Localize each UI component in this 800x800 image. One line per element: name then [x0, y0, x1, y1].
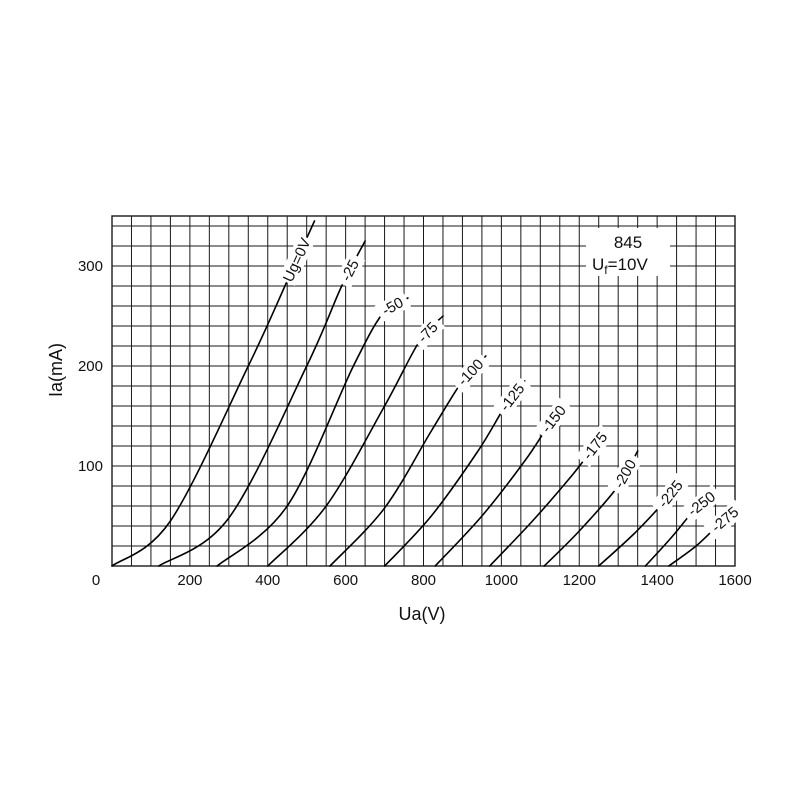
- curve-label-background: [607, 451, 643, 496]
- curve-label-background: [374, 290, 411, 322]
- curve-label-group: -125: [492, 375, 532, 419]
- curve-label: Ug=0V: [280, 236, 315, 285]
- x-tick-label: 1400: [640, 572, 673, 589]
- filament-subscript: f: [604, 263, 608, 277]
- y-tick-label: 200: [78, 358, 103, 375]
- y-tick-label: 100: [78, 458, 103, 475]
- curve-label-background: [534, 397, 574, 441]
- x-tick-label: 1200: [563, 572, 596, 589]
- curve-label-group: -75: [410, 314, 446, 351]
- x-tick-label: 0: [92, 572, 100, 589]
- curve-labels: Ug=0V -25-50-75-100-125-150-175-200-225-2…: [278, 233, 747, 540]
- x-tick-label: 200: [177, 572, 202, 589]
- curve-label-background: [575, 424, 615, 468]
- y-tick-label: 300: [78, 258, 103, 275]
- curve-label-background: [410, 314, 446, 351]
- x-tick-label: 1000: [485, 572, 518, 589]
- curve-label-group: Ug=0V: [278, 233, 316, 287]
- curve-label-background: [334, 252, 366, 289]
- x-tick-label: 600: [333, 572, 358, 589]
- plot-frame: [111, 215, 736, 567]
- filament-voltage-label: Uf=10V: [592, 255, 648, 277]
- curve-label-background: [450, 351, 491, 394]
- tube-type-label: 845: [614, 233, 642, 252]
- curve-label-background: [703, 499, 747, 540]
- x-tick-labels: 0 200 400 600 800 1000 1200 1400 1600: [92, 572, 752, 589]
- tube-info-box: 845 Uf=10V: [586, 228, 670, 277]
- curve-label-background: [492, 375, 532, 419]
- curve-label-group: -250: [680, 484, 723, 524]
- y-tick-labels: 100 200 300: [78, 258, 103, 475]
- curve-3: [267, 315, 444, 567]
- x-tick-label: 800: [411, 572, 436, 589]
- curve-label-group: -25: [334, 252, 366, 289]
- x-axis-label: Ua(V): [398, 604, 445, 624]
- filament-value: =10V: [608, 255, 649, 274]
- curve-label-background: [278, 233, 316, 287]
- curve-label-background: [650, 472, 690, 516]
- curve-label-background: [680, 484, 723, 524]
- x-tick-label: 1600: [718, 572, 751, 589]
- filament-symbol: U: [592, 255, 604, 274]
- y-axis-label: Ia(mA): [46, 343, 66, 397]
- x-tick-label: 400: [255, 572, 280, 589]
